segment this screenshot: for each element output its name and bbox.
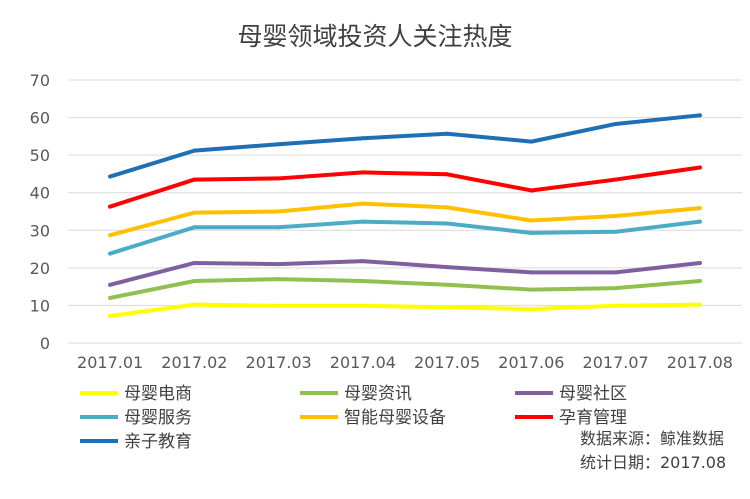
y-tick-label: 40: [30, 184, 50, 203]
x-tick-label: 2017.05: [414, 353, 480, 372]
y-tick-label: 0: [40, 334, 50, 353]
x-tick-label: 2017.03: [246, 353, 312, 372]
data-point: [108, 251, 113, 256]
y-tick-label: 20: [30, 259, 50, 278]
data-point: [360, 136, 365, 141]
legend-label: 母婴资讯: [344, 384, 412, 404]
legend-label: 亲子教育: [124, 432, 192, 452]
data-point: [697, 219, 702, 224]
data-point: [276, 303, 281, 308]
data-point: [445, 221, 450, 226]
data-point: [360, 259, 365, 264]
data-point: [613, 303, 618, 308]
data-point: [529, 287, 534, 292]
x-tick-label: 2017.08: [667, 353, 733, 372]
data-point: [529, 139, 534, 144]
data-point: [697, 206, 702, 211]
data-point: [276, 176, 281, 181]
x-tick-label: 2017.01: [77, 353, 143, 372]
series-line: [108, 302, 702, 318]
data-point: [613, 286, 618, 291]
data-point: [360, 303, 365, 308]
x-tick-label: 2017.07: [583, 353, 649, 372]
data-point: [445, 265, 450, 270]
y-tick-labels: 0 10 20 30 40 50 60 70: [30, 71, 50, 353]
data-point: [445, 172, 450, 177]
series-line: [108, 259, 702, 287]
legend-label: 母婴服务: [124, 408, 192, 428]
legend-label: 智能母婴设备: [344, 408, 446, 428]
data-point: [192, 260, 197, 265]
y-tick-label: 50: [30, 146, 50, 165]
data-point: [108, 313, 113, 318]
data-point: [613, 177, 618, 182]
data-point: [529, 230, 534, 235]
data-point: [613, 214, 618, 219]
data-point: [697, 279, 702, 284]
series-line: [108, 201, 702, 238]
data-point: [445, 305, 450, 310]
series-line: [108, 113, 702, 179]
data-point: [445, 282, 450, 287]
series-line: [108, 277, 702, 300]
data-point: [276, 225, 281, 230]
y-tick-label: 30: [30, 221, 50, 240]
data-point: [192, 148, 197, 153]
series-lines: [108, 113, 702, 318]
data-point: [192, 225, 197, 230]
data-point: [108, 295, 113, 300]
data-point: [360, 170, 365, 175]
data-point: [360, 279, 365, 284]
data-point: [529, 218, 534, 223]
legend-label: 孕育管理: [559, 408, 627, 428]
data-point: [613, 229, 618, 234]
data-point: [192, 279, 197, 284]
series-line: [108, 165, 702, 209]
date-note: 统计日期：2017.08: [580, 453, 726, 472]
data-point: [276, 209, 281, 214]
legend-label: 母婴电商: [124, 384, 192, 404]
data-point: [529, 188, 534, 193]
source-note: 数据来源：鲸准数据: [580, 429, 724, 448]
chart-title: 母婴领域投资人关注热度: [237, 22, 512, 51]
y-tick-label: 70: [30, 71, 50, 90]
x-tick-label: 2017.02: [161, 353, 227, 372]
x-tick-label: 2017.06: [498, 353, 564, 372]
y-tick-label: 60: [30, 109, 50, 128]
data-point: [360, 201, 365, 206]
data-point: [697, 260, 702, 265]
data-point: [360, 219, 365, 224]
data-point: [192, 302, 197, 307]
data-point: [108, 204, 113, 209]
data-point: [613, 121, 618, 126]
data-point: [276, 277, 281, 282]
data-point: [697, 165, 702, 170]
y-tick-label: 10: [30, 296, 50, 315]
data-point: [108, 282, 113, 287]
x-tick-labels: 2017.01 2017.02 2017.03 2017.04 2017.05 2017.…: [77, 353, 733, 372]
data-point: [108, 233, 113, 238]
data-point: [613, 270, 618, 275]
data-point: [276, 142, 281, 147]
data-point: [697, 113, 702, 118]
x-tick-label: 2017.04: [330, 353, 396, 372]
series-line: [108, 219, 702, 256]
data-point: [445, 205, 450, 210]
data-point: [529, 270, 534, 275]
data-point: [445, 131, 450, 136]
data-point: [192, 177, 197, 182]
legend-label: 母婴社区: [559, 384, 627, 404]
data-point: [697, 302, 702, 307]
data-point: [192, 210, 197, 215]
data-point: [108, 174, 113, 179]
data-point: [276, 262, 281, 267]
data-point: [529, 307, 534, 312]
